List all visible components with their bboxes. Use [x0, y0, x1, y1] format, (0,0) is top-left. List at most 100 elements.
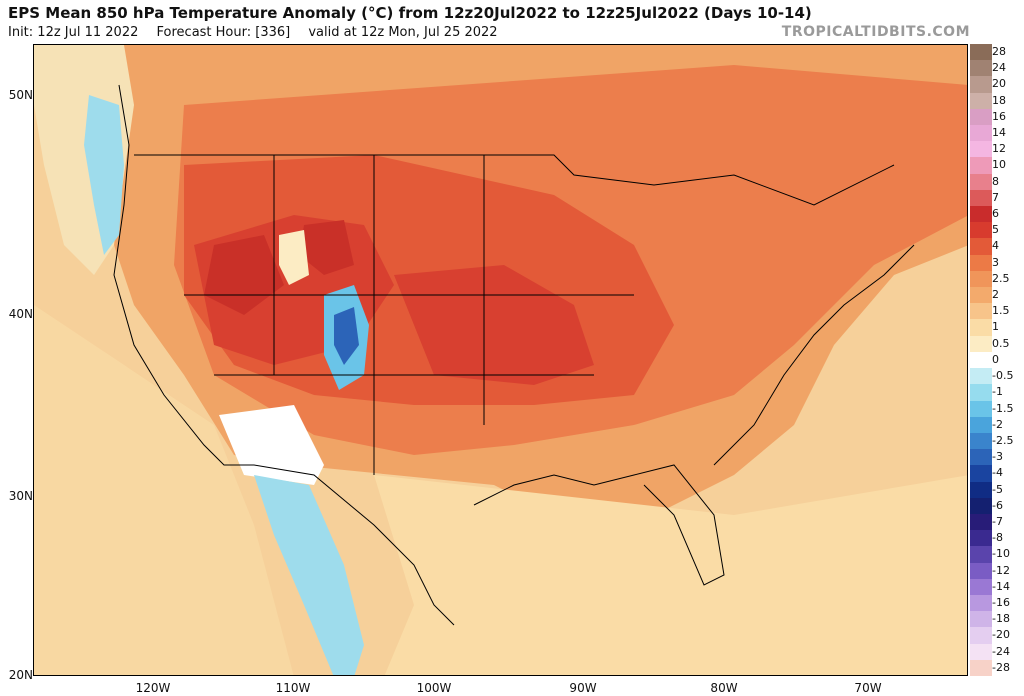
colorbar-label: -24 — [992, 644, 1010, 658]
colorbar-swatch — [970, 481, 992, 498]
colorbar-swatch — [970, 76, 992, 93]
colorbar-label: 12 — [992, 142, 1006, 156]
lon-label-80w: 80W — [710, 681, 738, 695]
colorbar-swatch — [970, 270, 992, 288]
colorbar-label: -6 — [992, 498, 1003, 512]
colorbar-swatch — [970, 254, 992, 271]
valid-time: valid at 12z Mon, Jul 25 2022 — [308, 25, 498, 40]
lat-label-40n: 40N — [8, 307, 33, 321]
colorbar-bin: -1.5 — [970, 400, 1024, 417]
colorbar-bin: -2 — [970, 416, 1024, 433]
colorbar-bin: -8 — [970, 530, 1024, 547]
colorbar-label: -20 — [992, 628, 1010, 642]
colorbar-swatch — [970, 92, 992, 109]
colorbar-swatch — [970, 659, 992, 676]
colorbar-swatch — [970, 44, 992, 61]
colorbar-bin: 14 — [970, 125, 1024, 142]
colorbar-swatch — [970, 157, 992, 174]
colorbar-label: -2.5 — [992, 433, 1014, 447]
colorbar-swatch — [970, 400, 992, 417]
colorbar-swatch — [970, 287, 992, 304]
lon-label-110w: 110W — [275, 681, 311, 695]
strong-negative-anomaly-rockies — [334, 307, 359, 365]
colorbar-label: -12 — [992, 563, 1010, 577]
colorbar-bin: -6 — [970, 497, 1024, 514]
colorbar-bin: 12 — [970, 141, 1024, 158]
colorbar-swatch — [970, 60, 992, 77]
colorbar-bin: -7 — [970, 513, 1024, 531]
colorbar-swatch — [970, 141, 992, 158]
colorbar-bin: 4 — [970, 238, 1024, 255]
colorbar-swatch — [970, 611, 992, 628]
colorbar-bin: -2.5 — [970, 432, 1024, 450]
colorbar-label: 2.5 — [992, 271, 1010, 285]
lon-label-70w: 70W — [854, 681, 882, 695]
weak-anomaly-eastern-pacific — [34, 305, 294, 675]
colorbar-swatch — [970, 335, 992, 352]
peak-anomaly-wyoming — [299, 220, 354, 275]
colorbar-swatch — [970, 578, 992, 595]
colorbar-label: 5 — [992, 223, 999, 237]
colorbar-label: 6 — [992, 207, 999, 221]
colorbar-label: 24 — [992, 61, 1006, 75]
colorbar-label: 18 — [992, 93, 1006, 107]
colorbar-swatch — [970, 416, 992, 433]
colorbar-label: 0 — [992, 352, 999, 366]
colorbar-swatch — [970, 513, 992, 531]
colorbar-bin: 3 — [970, 254, 1024, 271]
colorbar-bin: -12 — [970, 562, 1024, 579]
colorbar-label: -18 — [992, 612, 1010, 626]
lon-label-90w: 90W — [569, 681, 597, 695]
colorbar-label: 28 — [992, 45, 1006, 58]
lon-label-120w: 120W — [135, 681, 171, 695]
colorbar-bin: -16 — [970, 594, 1024, 612]
colorbar-swatch — [970, 108, 992, 126]
colorbar-swatch — [970, 643, 992, 660]
colorbar-label: 16 — [992, 109, 1006, 123]
neutral-pocket-utah — [279, 230, 309, 285]
colorbar-swatch — [970, 222, 992, 239]
colorbar-swatch — [970, 562, 992, 579]
colorbar-label: 0.5 — [992, 336, 1010, 350]
colorbar-bin: -28 — [970, 659, 1024, 676]
political-boundaries — [113, 84, 915, 626]
colorbar-label: 10 — [992, 158, 1006, 172]
colorbar-bin: 2.5 — [970, 270, 1024, 288]
weak-anomaly-gulf — [374, 475, 967, 675]
colorbar-label: 1 — [992, 320, 999, 334]
colorbar-bin: 20 — [970, 76, 1024, 93]
colorbar-label: -5 — [992, 482, 1003, 496]
colorbar-label: -10 — [992, 547, 1010, 561]
colorbar-bin: -10 — [970, 546, 1024, 563]
colorbar-label: -8 — [992, 531, 1003, 545]
lat-label-30n: 30N — [8, 489, 33, 503]
colorbar-swatch — [970, 384, 992, 401]
colorbar-swatch — [970, 319, 992, 336]
lat-label-20n: 20N — [8, 668, 33, 682]
colorbar-label: -2 — [992, 417, 1003, 431]
colorbar-bin: 28 — [970, 44, 1024, 61]
colorbar-bin: -3 — [970, 449, 1024, 466]
colorbar-swatch — [970, 465, 992, 482]
colorbar-label: -14 — [992, 579, 1010, 593]
colorbar-bin: 6 — [970, 206, 1024, 223]
colorbar-bin: 0.5 — [970, 335, 1024, 352]
site-brand[interactable]: TROPICALTIDBITS.COM — [781, 24, 970, 40]
colorbar-bin: 1.5 — [970, 303, 1024, 320]
colorbar-label: -4 — [992, 466, 1003, 480]
colorbar-bin: -14 — [970, 578, 1024, 595]
colorbar-bin: 2 — [970, 287, 1024, 304]
map-title: EPS Mean 850 hPa Temperature Anomaly (°C… — [8, 4, 812, 22]
colorbar-swatch — [970, 125, 992, 142]
colorbar-bin: -4 — [970, 465, 1024, 482]
lat-label-50n: 50N — [8, 88, 33, 102]
colorbar-swatch — [970, 238, 992, 255]
colorbar-label: -1 — [992, 385, 1003, 399]
colorbar-bin: 8 — [970, 173, 1024, 190]
colorbar-swatch — [970, 432, 992, 450]
colorbar-label: -1.5 — [992, 401, 1014, 415]
colorbar-label: 2 — [992, 288, 999, 302]
colorbar-swatch — [970, 173, 992, 190]
colorbar-label: -16 — [992, 595, 1010, 609]
colorbar-bin: -1 — [970, 384, 1024, 401]
